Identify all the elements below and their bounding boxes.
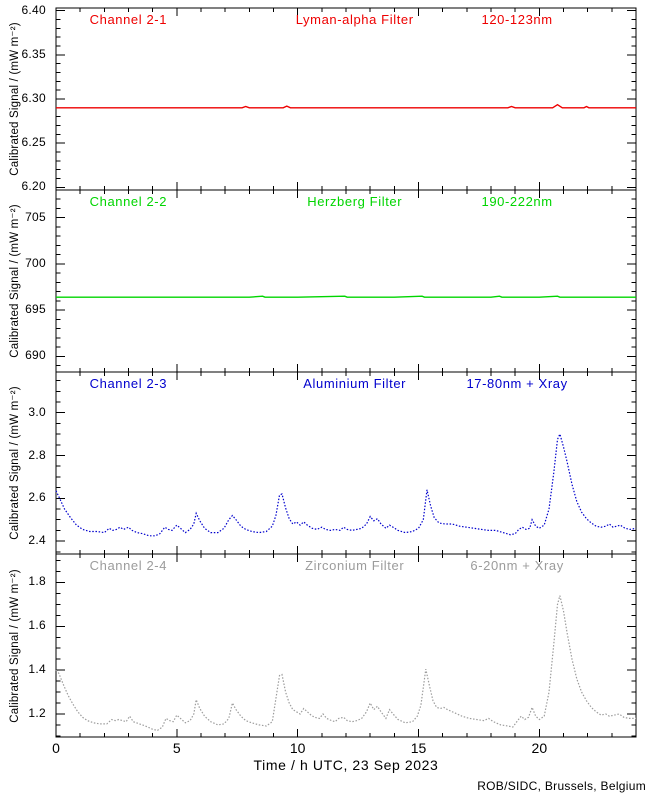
panel-3-ytick-2.6: 2.6 — [28, 490, 46, 505]
panel-1-series — [56, 103, 636, 109]
panel-1-ytick-6.20: 6.20 — [21, 179, 46, 194]
panel-2-ytick-705: 705 — [25, 209, 46, 224]
panel-1-ytick-6.40: 6.40 — [21, 2, 46, 17]
x-tick-label-15: 15 — [410, 740, 427, 756]
panel-2-filter-label: Herzberg Filter — [307, 194, 403, 209]
panel-4 — [55, 553, 637, 738]
panel-3-ytick-2.4: 2.4 — [28, 533, 46, 548]
panel-2-band-label: 190-222nm — [481, 194, 553, 209]
panel-4-ytick-1.4: 1.4 — [28, 662, 46, 677]
panel-2-y-axis-title: Calibrated Signal / (mW m⁻²) — [0, 190, 28, 372]
panel-2-channel-label: Channel 2-2 — [89, 194, 168, 209]
panel-3-channel-label: Channel 2-3 — [89, 376, 168, 391]
panel-1-frame — [55, 7, 637, 191]
panel-1 — [55, 7, 637, 191]
x-tick-label-20: 20 — [531, 740, 548, 756]
panel-3-y-axis-title: Calibrated Signal / (mW m⁻²) — [0, 372, 28, 554]
panel-2-frame — [55, 189, 637, 373]
panel-4-series — [55, 595, 636, 732]
panel-4-ytick-1.8: 1.8 — [28, 574, 46, 589]
panel-4-ytick-1.2: 1.2 — [28, 705, 46, 720]
panel-4-band-label: 6-20nm + Xray — [470, 558, 564, 573]
x-tick-label-5: 5 — [172, 740, 181, 756]
panel-2-ytick-700: 700 — [25, 255, 46, 270]
panel-3-series — [55, 432, 637, 537]
panel-1-filter-label: Lyman-alpha Filter — [295, 12, 414, 27]
panel-3-ytick-3.0: 3.0 — [28, 404, 46, 419]
panel-4-filter-label: Zirconium Filter — [305, 558, 405, 573]
panel-2 — [55, 189, 637, 373]
panel-3-filter-label: Aluminium Filter — [303, 376, 407, 391]
panel-2-series — [56, 295, 636, 298]
panel-4-y-axis-title-text: Calibrated Signal / (mW m⁻²) — [9, 568, 22, 723]
x-tick-label-10: 10 — [289, 740, 306, 756]
x-tick-label-0: 0 — [52, 740, 60, 756]
panel-1-channel-label: Channel 2-1 — [89, 12, 168, 27]
credit-text: ROB/SIDC, Brussels, Belgium — [477, 779, 646, 793]
panel-4-frame — [55, 553, 637, 738]
panel-1-band-label: 120-123nm — [481, 12, 553, 27]
panel-1-y-axis-title-text: Calibrated Signal / (mW m⁻²) — [9, 22, 22, 176]
panel-4-y-axis-title: Calibrated Signal / (mW m⁻²) — [0, 554, 28, 737]
panel-3-band-label: 17-80nm + Xray — [466, 376, 568, 391]
panel-2-y-axis-title-text: Calibrated Signal / (mW m⁻²) — [9, 204, 22, 358]
panel-1-ytick-6.30: 6.30 — [21, 91, 46, 105]
panel-1-ytick-6.35: 6.35 — [21, 46, 46, 61]
panel-2-ytick-690: 690 — [25, 348, 46, 363]
panel-3-y-axis-title-text: Calibrated Signal / (mW m⁻²) — [9, 386, 22, 540]
panel-1-ytick-6.25: 6.25 — [21, 135, 46, 150]
panel-3-frame — [55, 371, 637, 555]
panel-4-channel-label: Channel 2-4 — [89, 558, 168, 573]
panel-1-y-axis-title: Calibrated Signal / (mW m⁻²) — [0, 8, 28, 190]
panel-4-ytick-1.6: 1.6 — [28, 618, 46, 633]
panel-2-ytick-695: 695 — [25, 302, 46, 317]
panel-3 — [55, 371, 637, 555]
panel-3-ytick-2.8: 2.8 — [28, 447, 46, 462]
x-axis-title: Time / h UTC, 23 Sep 2023 — [253, 757, 439, 773]
